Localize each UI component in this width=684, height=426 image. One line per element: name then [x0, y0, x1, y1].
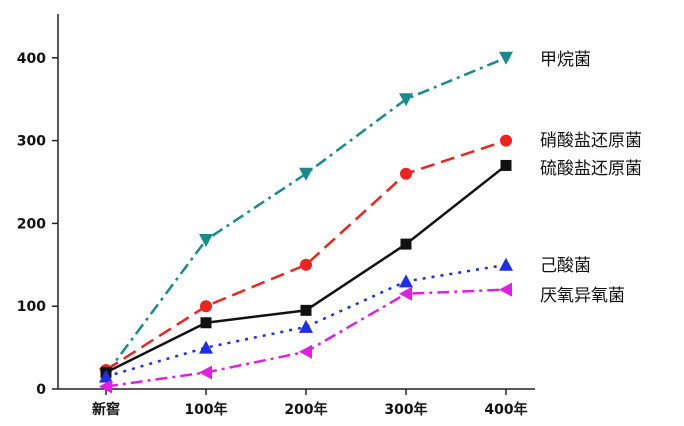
point-3-3	[399, 274, 413, 288]
point-1-2	[300, 258, 312, 271]
y-tick-label-100: 100	[17, 299, 46, 315]
point-4-2	[299, 344, 312, 359]
x-tick-label-4: 400年	[484, 401, 527, 418]
series-3	[99, 257, 513, 383]
point-0-4	[499, 51, 513, 65]
y-tick-label-300: 300	[17, 134, 46, 150]
point-4-3	[399, 286, 412, 301]
point-3-0	[99, 369, 113, 383]
x-tick-label-0: 新窖	[92, 401, 120, 418]
legend-label-1: 硝酸盐还原菌	[540, 131, 642, 151]
x-tick-label-1: 100年	[184, 401, 227, 418]
x-tick-label-2: 200年	[284, 401, 327, 418]
point-0-3	[399, 93, 413, 107]
series-line-4	[105, 288, 507, 388]
series-line-0	[104, 56, 507, 375]
point-1-1	[200, 300, 212, 313]
y-tick-label-200: 200	[17, 216, 46, 232]
point-3-2	[299, 319, 313, 333]
point-2-2	[300, 304, 312, 316]
point-1-3	[400, 167, 412, 180]
legend-label-0: 甲烷菌	[540, 50, 591, 70]
y-tick-label-0: 0	[36, 382, 46, 398]
x-tick-label-3: 300年	[384, 401, 427, 418]
point-4-4	[499, 282, 512, 297]
axes: 0 100 200 300 400 新窖 100年 200年 300年 400年	[17, 14, 535, 418]
legend-label-4: 厌氧异氧菌	[540, 286, 625, 306]
legend-label-3: 己酸菌	[540, 256, 591, 276]
point-3-4	[499, 257, 513, 271]
point-2-3	[400, 238, 412, 250]
point-0-2	[299, 167, 313, 181]
legend-label-2: 硫酸盐还原菌	[540, 159, 642, 179]
y-tick-label-400: 400	[17, 51, 46, 67]
point-1-4	[500, 134, 512, 147]
point-3-1	[199, 340, 213, 354]
point-4-1	[199, 365, 212, 380]
point-0-1	[199, 233, 213, 247]
series-layer	[99, 51, 513, 394]
point-2-4	[500, 159, 512, 171]
series-4	[99, 282, 512, 394]
point-4-0	[99, 379, 112, 394]
point-2-1	[200, 317, 212, 329]
